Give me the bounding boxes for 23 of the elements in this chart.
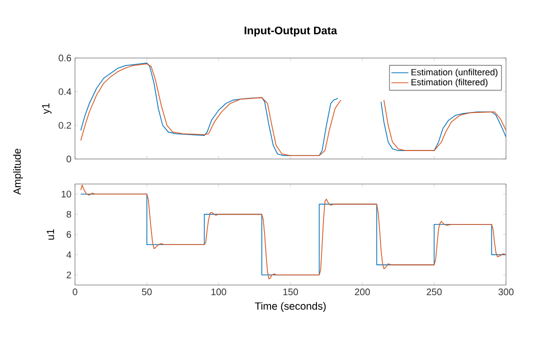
- x-tick-label: 50: [142, 288, 152, 296]
- y-axis-title: u1: [46, 229, 54, 240]
- x-tick-label: 100: [211, 288, 226, 296]
- x-axis-title: Time (seconds): [254, 302, 326, 312]
- y-tick-label: 0.6: [58, 54, 72, 62]
- x-tick-label: 250: [426, 288, 442, 296]
- y-tick-label: 4: [66, 251, 72, 258]
- legend-label: Estimation (filtered): [412, 78, 488, 88]
- y-tick-label: 0.4: [58, 88, 72, 96]
- x-tick-label: 300: [498, 288, 514, 296]
- y-tick-label: 2: [66, 272, 72, 278]
- text: Amplitude: [13, 148, 23, 195]
- y-axis-title: y1: [42, 103, 52, 114]
- chart-title: Input-Output Data: [244, 26, 338, 36]
- y-tick-label: 6: [66, 231, 72, 238]
- x-tick-label: 150: [283, 288, 298, 296]
- y-tick-label: 10: [62, 190, 72, 198]
- x-tick-label: 0: [72, 288, 78, 296]
- x-tick-label: 200: [354, 288, 370, 296]
- y-tick-label: 8: [66, 210, 72, 218]
- y-tick-label: 0.2: [58, 122, 72, 129]
- y-tick-label: 0: [66, 156, 72, 162]
- legend-label: Estimation (unfiltered): [412, 68, 498, 78]
